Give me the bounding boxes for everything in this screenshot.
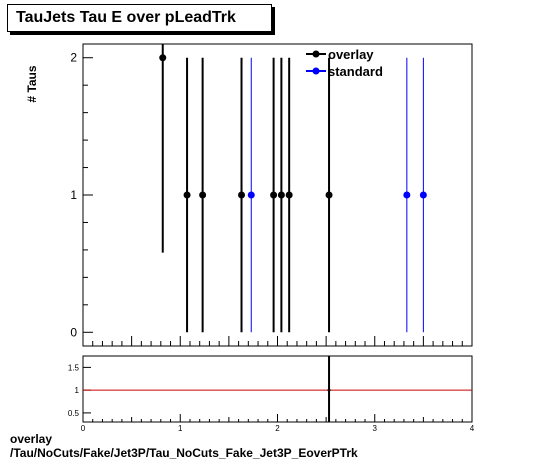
ratio-plot-frame xyxy=(82,355,473,423)
y-tick-label: 0 xyxy=(70,325,77,339)
ratio-x-tick-label: 4 xyxy=(470,424,475,433)
data-point-overlay xyxy=(277,191,285,199)
caption-line-1: overlay xyxy=(10,432,53,446)
data-point-standard xyxy=(247,191,255,199)
data-point-overlay xyxy=(285,191,293,199)
ratio-x-tick-label: 3 xyxy=(373,424,378,433)
ratio-x-tick-label: 1 xyxy=(178,424,183,433)
y-tick-label: 1 xyxy=(70,188,77,202)
ratio-y-tick-label: 0.5 xyxy=(68,409,80,418)
data-point-overlay xyxy=(325,191,333,199)
chart-title: TauJets Tau E over pLeadTrk xyxy=(16,9,236,26)
ratio-marks xyxy=(83,356,472,422)
ratio-point xyxy=(327,388,331,392)
y-axis-label: # Taus xyxy=(25,65,39,102)
main-marks xyxy=(159,44,427,333)
legend-marker-overlay xyxy=(312,50,320,58)
ratio-y-tick-label: 1 xyxy=(75,386,80,395)
data-point-overlay xyxy=(159,54,167,62)
legend-label-standard: standard xyxy=(328,64,383,79)
ratio-y-tick-label: 1.5 xyxy=(68,363,80,372)
caption-line-2: /Tau/NoCuts/Fake/Jet3P/Tau_NoCuts_Fake_J… xyxy=(10,446,358,460)
ratio-frame xyxy=(82,355,473,423)
y-tick-label: 2 xyxy=(70,51,77,65)
data-point-overlay xyxy=(183,191,191,199)
data-point-overlay xyxy=(270,191,278,199)
legend-label-overlay: overlay xyxy=(328,47,374,62)
main-plot-frame xyxy=(82,43,473,347)
legend: overlay standard xyxy=(306,47,383,79)
data-point-overlay xyxy=(199,191,207,199)
legend-marker-standard xyxy=(312,67,320,75)
data-point-standard xyxy=(403,191,411,199)
ratio-axes: 0.5 1 1.5 0 1 2 3 4 xyxy=(68,363,475,433)
ratio-x-tick-label: 2 xyxy=(275,424,280,433)
data-point-overlay xyxy=(238,191,246,199)
main-frame xyxy=(82,43,473,347)
title-box: TauJets Tau E over pLeadTrk xyxy=(7,4,272,32)
ratio-x-tick-label: 0 xyxy=(81,424,86,433)
main-axes: 0 1 2 # Taus xyxy=(25,51,473,346)
data-point-standard xyxy=(419,191,427,199)
